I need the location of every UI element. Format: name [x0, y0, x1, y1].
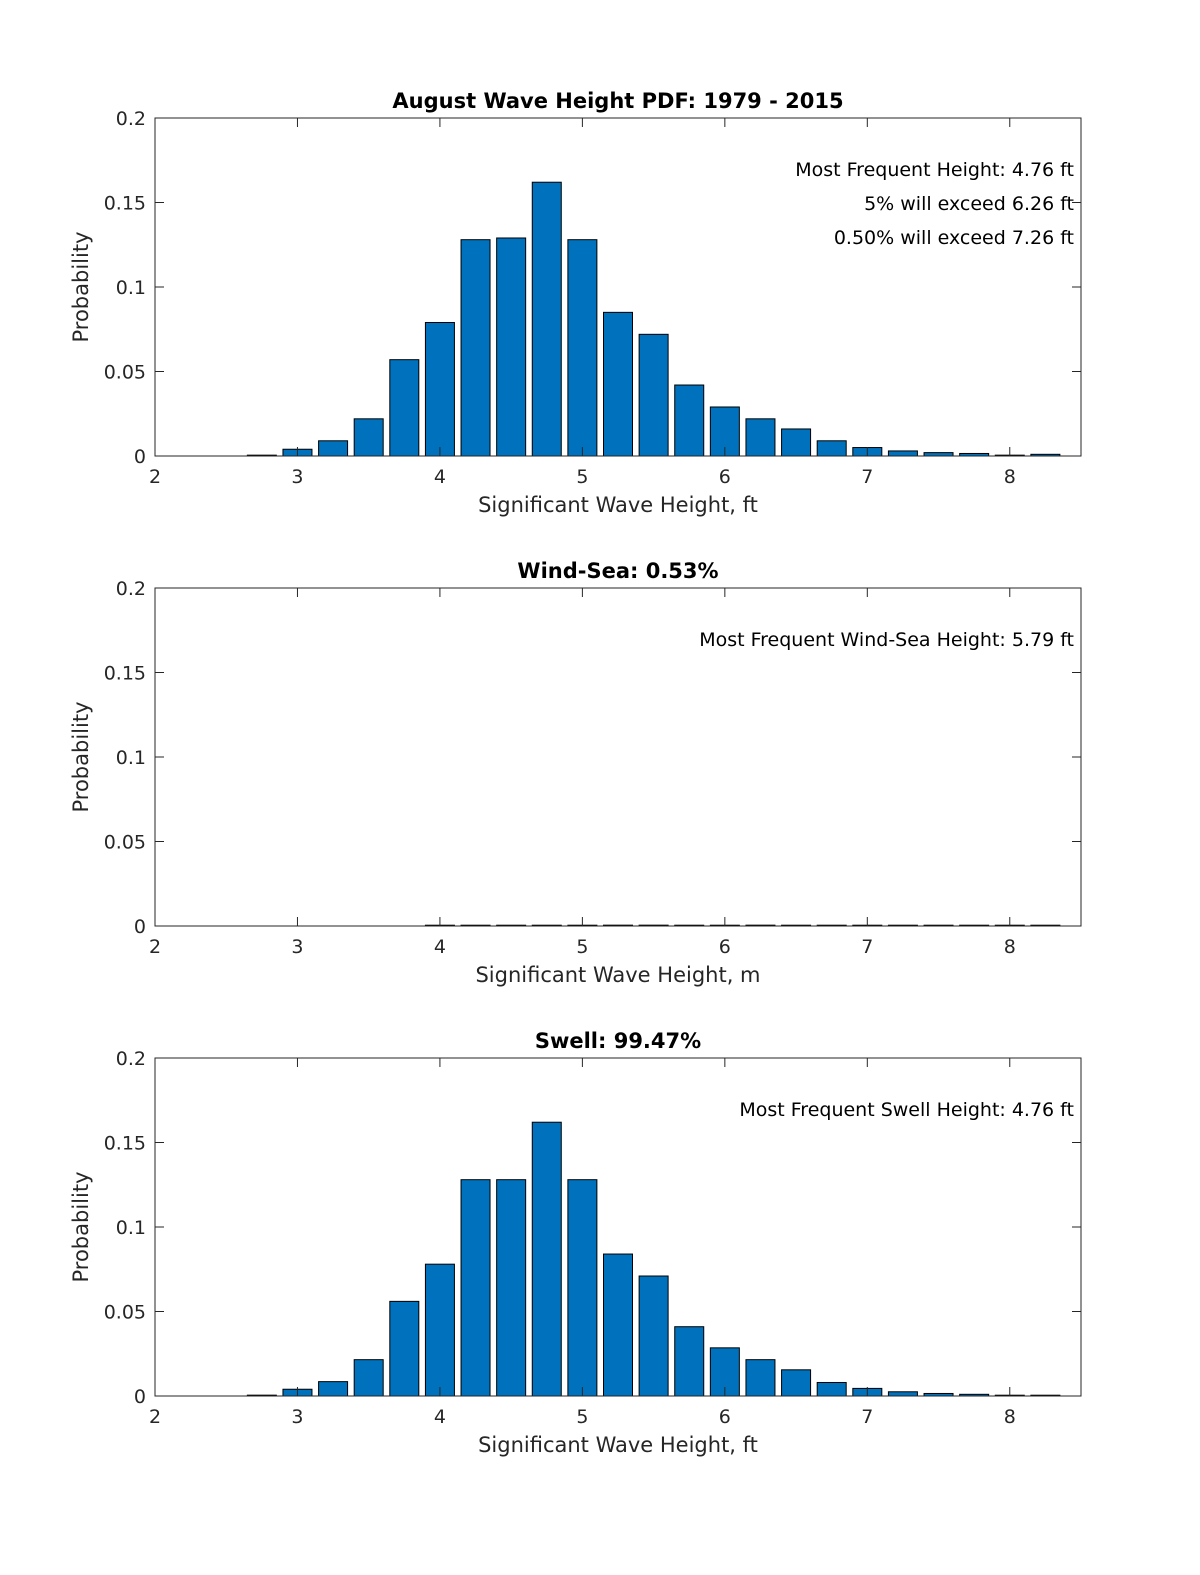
chart-1-bar: [781, 428, 812, 457]
chart-1-bar: [424, 321, 455, 457]
chart-3-bar: [887, 1391, 918, 1397]
chart-2-xtick-label: 4: [434, 936, 446, 958]
chart-3-bar: [567, 1179, 598, 1397]
chart-3-xtick-label: 6: [719, 1406, 731, 1428]
chart-1-xlabel: Significant Wave Height, ft: [478, 493, 758, 517]
chart-2-ytick-label: 0.1: [116, 747, 146, 769]
chart-3-bar: [460, 1179, 491, 1397]
chart-3-xlabel: Significant Wave Height, ft: [478, 1433, 758, 1457]
chart-3-xtick-label: 4: [434, 1406, 446, 1428]
chart-1-ytick-label: 0.15: [104, 193, 146, 215]
chart-1-bar: [567, 239, 598, 457]
chart-1-annotation: 5% will exceed 6.26 ft: [864, 193, 1074, 215]
chart-1-xtick-label: 8: [1004, 466, 1016, 488]
chart-2-xlabel: Significant Wave Height, m: [475, 963, 760, 987]
chart-1-ytick-label: 0: [134, 446, 146, 468]
chart-2-xtick-label: 6: [719, 936, 731, 958]
chart-2-xtick-label: 7: [861, 936, 873, 958]
chart-3-bar: [389, 1300, 420, 1397]
chart-3-xtick-label: 2: [149, 1406, 161, 1428]
chart-1-xtick-label: 5: [576, 466, 588, 488]
chart-3-ytick-label: 0: [134, 1386, 146, 1408]
chart-3-bar: [318, 1381, 349, 1397]
chart-2-xtick-label: 5: [576, 936, 588, 958]
chart-1-ytick-label: 0.1: [116, 277, 146, 299]
chart-3-xtick-label: 7: [861, 1406, 873, 1428]
chart-3-ytick-label: 0.2: [116, 1048, 146, 1070]
chart-1-bar: [674, 384, 705, 457]
chart-2-ytick-label: 0.15: [104, 663, 146, 685]
chart-1-xtick-label: 3: [291, 466, 303, 488]
chart-3-xtick-label: 5: [576, 1406, 588, 1428]
chart-2-ytick-label: 0: [134, 916, 146, 938]
chart-3-bar: [674, 1326, 705, 1397]
chart-1-bar: [460, 239, 491, 457]
chart-1-ytick-label: 0.2: [116, 108, 146, 130]
chart-2-xtick-label: 8: [1004, 936, 1016, 958]
chart-1-bar: [887, 450, 918, 457]
chart-2-ytick-label: 0.2: [116, 578, 146, 600]
chart-1-xtick-label: 2: [149, 466, 161, 488]
chart-1-bar: [389, 359, 420, 457]
chart-1-bar: [531, 181, 562, 457]
chart-2-xtick-label: 3: [291, 936, 303, 958]
chart-1-ytick-label: 0.05: [104, 362, 146, 384]
chart-2-title: Wind-Sea: 0.53%: [517, 559, 718, 583]
chart-3-xtick-label: 3: [291, 1406, 303, 1428]
chart-2-ylabel: Probability: [69, 701, 93, 812]
chart-3-bar: [816, 1381, 847, 1397]
chart-3-bar: [531, 1121, 562, 1397]
chart-3-title: Swell: 99.47%: [535, 1029, 701, 1053]
chart-3-bar: [745, 1359, 776, 1397]
chart-1-bar: [496, 237, 527, 457]
chart-3-xtick-label: 8: [1004, 1406, 1016, 1428]
chart-1-bar: [318, 440, 349, 457]
chart-1-xtick-label: 7: [861, 466, 873, 488]
chart-1: 2 3 4 5 6 7 8 0 0.05 0.1 0.15 0.2 August Wave Height…: [69, 89, 1082, 517]
chart-3-ytick-label: 0.15: [104, 1133, 146, 1155]
chart-3-ytick-label: 0.1: [116, 1217, 146, 1239]
chart-1-bar: [638, 333, 669, 457]
chart-1-bar: [603, 311, 633, 457]
chart-1-bar: [923, 452, 954, 457]
chart-1-annotation: 0.50% will exceed 7.26 ft: [834, 227, 1074, 249]
chart-1-xtick-label: 6: [719, 466, 731, 488]
chart-3-bar: [638, 1275, 669, 1397]
chart-3-bar: [603, 1253, 633, 1397]
chart-3: 2 3 4 5 6 7 8 0 0.05 0.1 0.15 0.2 Swell: 99.47% Signi…: [69, 1029, 1082, 1457]
chart-2-xtick-label: 2: [149, 936, 161, 958]
chart-2: 2 3 4 5 6 7 8 0 0.05 0.1 0.15 0.2 Wind-Sea: 0.53% Sig…: [69, 559, 1082, 987]
chart-1-bar: [816, 440, 847, 457]
chart-3-ylabel: Probability: [69, 1171, 93, 1282]
chart-1-xtick-label: 4: [434, 466, 446, 488]
chart-1-bar: [353, 418, 384, 457]
chart-3-bar: [424, 1263, 455, 1397]
chart-3-annotation: Most Frequent Swell Height: 4.76 ft: [739, 1099, 1074, 1121]
chart-2-annotation: Most Frequent Wind-Sea Height: 5.79 ft: [699, 629, 1074, 651]
chart-3-ytick-label: 0.05: [104, 1302, 146, 1324]
chart-1-title: August Wave Height PDF: 1979 - 2015: [392, 89, 843, 113]
chart-1-ylabel: Probability: [69, 231, 93, 342]
chart-1-annotation: Most Frequent Height: 4.76 ft: [795, 159, 1074, 181]
chart-1-bar: [745, 418, 776, 457]
chart-3-bar: [353, 1359, 384, 1397]
chart-3-bar: [496, 1179, 527, 1397]
chart-3-bar: [781, 1369, 812, 1397]
chart-2-ytick-label: 0.05: [104, 832, 146, 854]
